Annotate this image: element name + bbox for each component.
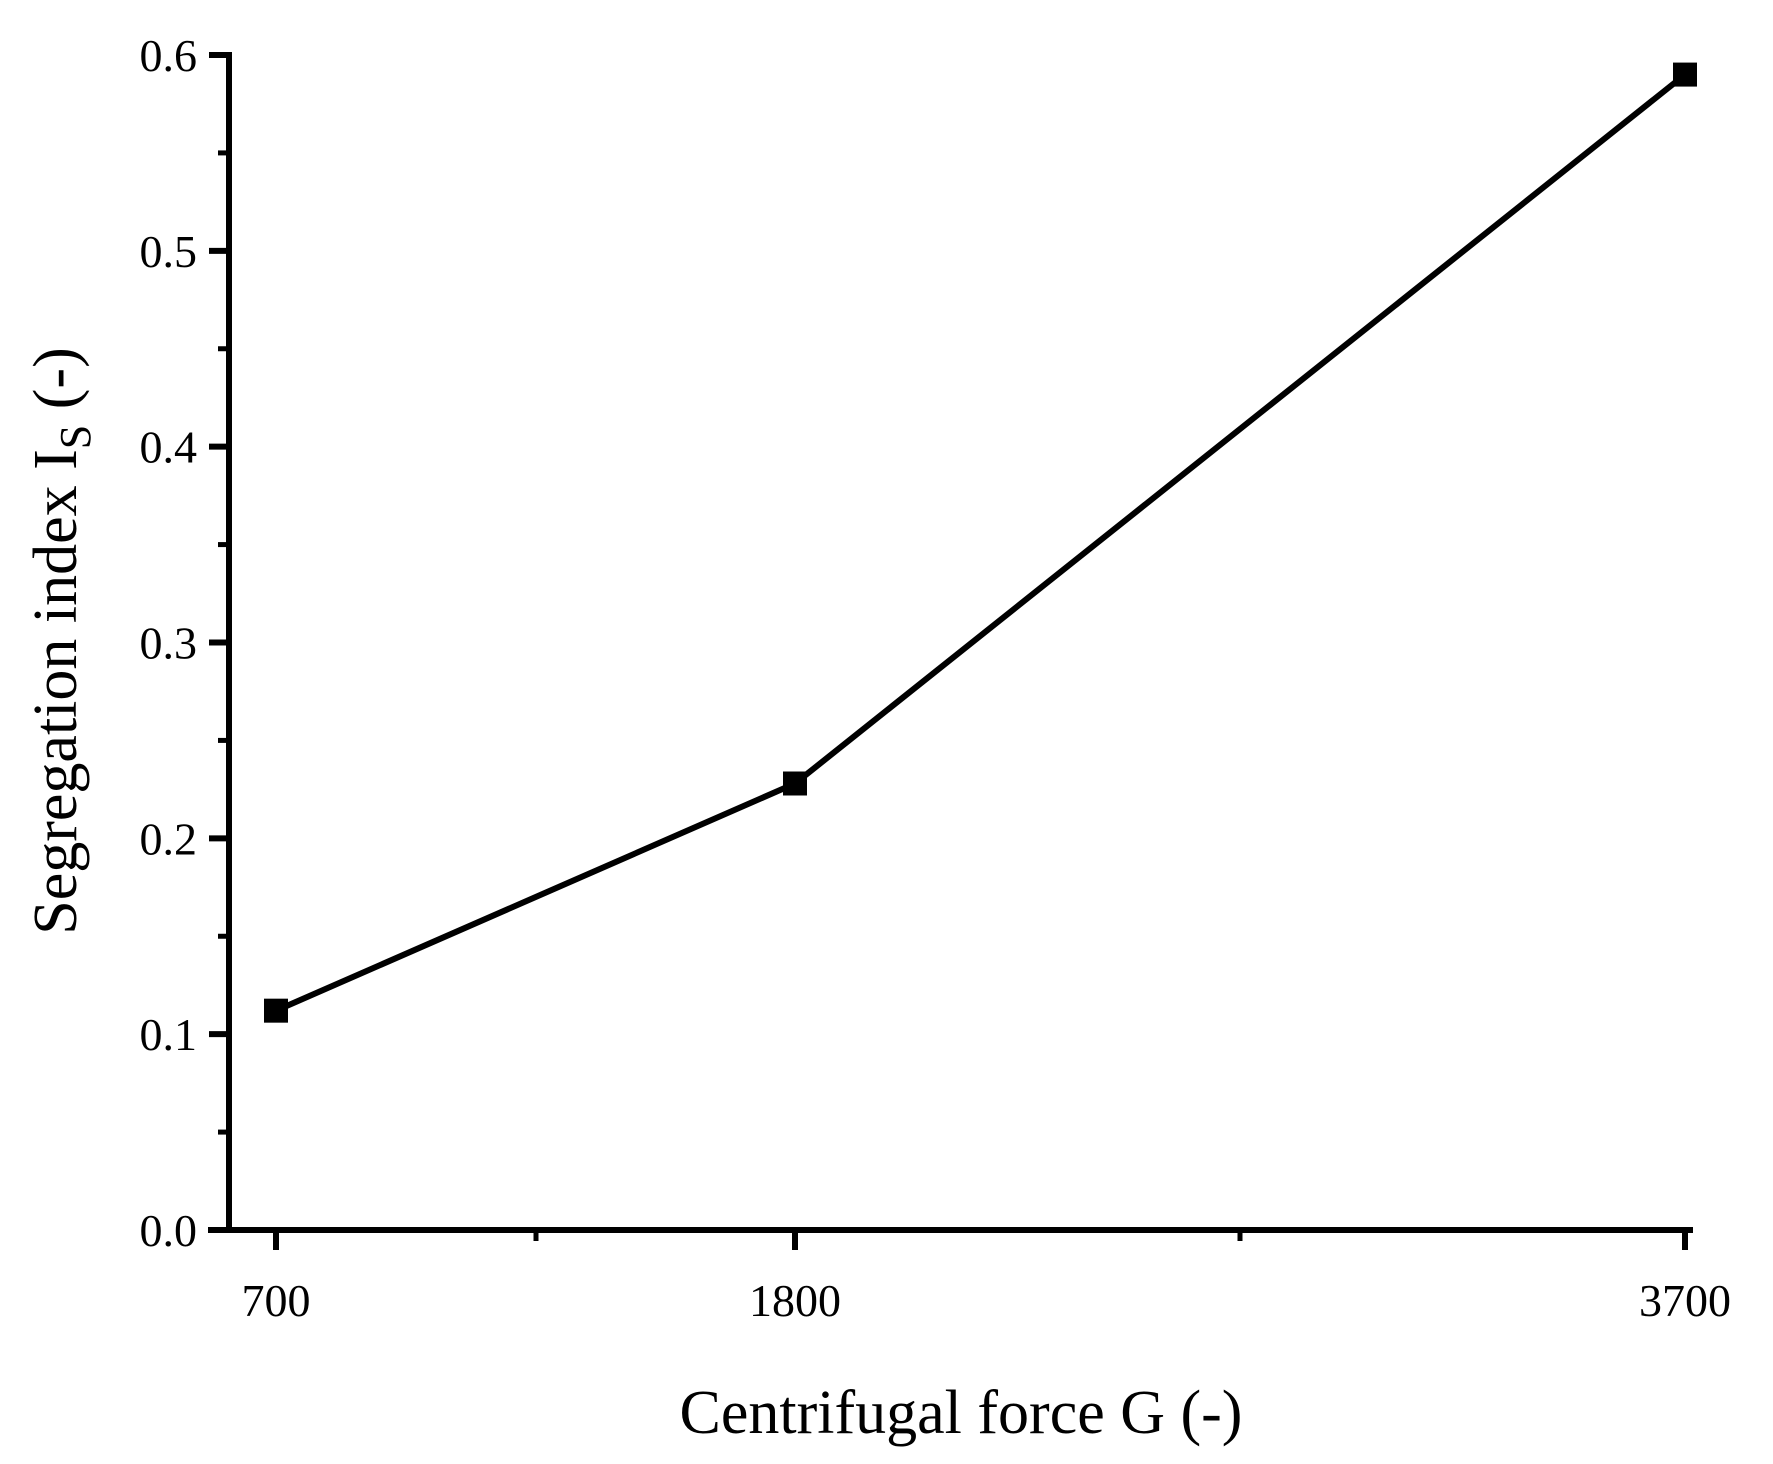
x-tick-label: 700	[242, 1275, 311, 1326]
y-axis-title-unit: (-)	[22, 347, 90, 424]
x-ticks: 700 1800 3700	[242, 1230, 1731, 1326]
x-axis-title: Centrifugal force G (-)	[680, 1379, 1243, 1447]
x-tick-label: 1800	[749, 1275, 841, 1326]
y-ticks: 0.0 0.1 0.2 0.3 0.4 0.5 0.6	[140, 30, 229, 1256]
y-tick-label: 0.0	[140, 1205, 198, 1256]
y-tick-label: 0.5	[140, 226, 198, 277]
data-point-marker	[1673, 62, 1697, 87]
y-tick-label: 0.3	[140, 618, 198, 669]
y-tick-label: 0.2	[140, 813, 198, 864]
y-axis-title-subscript: S	[51, 425, 100, 449]
data-point-marker	[783, 771, 807, 796]
data-series	[264, 62, 1697, 1023]
y-axis-title-main: Segregation index I	[22, 449, 90, 935]
axes	[208, 52, 1693, 1233]
series-line	[274, 72, 1687, 1014]
y-tick-label: 0.4	[140, 422, 198, 473]
y-axis-title: Segregation index IS (-)	[22, 347, 100, 934]
data-point-marker	[264, 998, 288, 1023]
y-tick-label: 0.6	[140, 30, 198, 81]
y-tick-label: 0.1	[140, 1009, 198, 1060]
x-tick-label: 3700	[1639, 1275, 1731, 1326]
